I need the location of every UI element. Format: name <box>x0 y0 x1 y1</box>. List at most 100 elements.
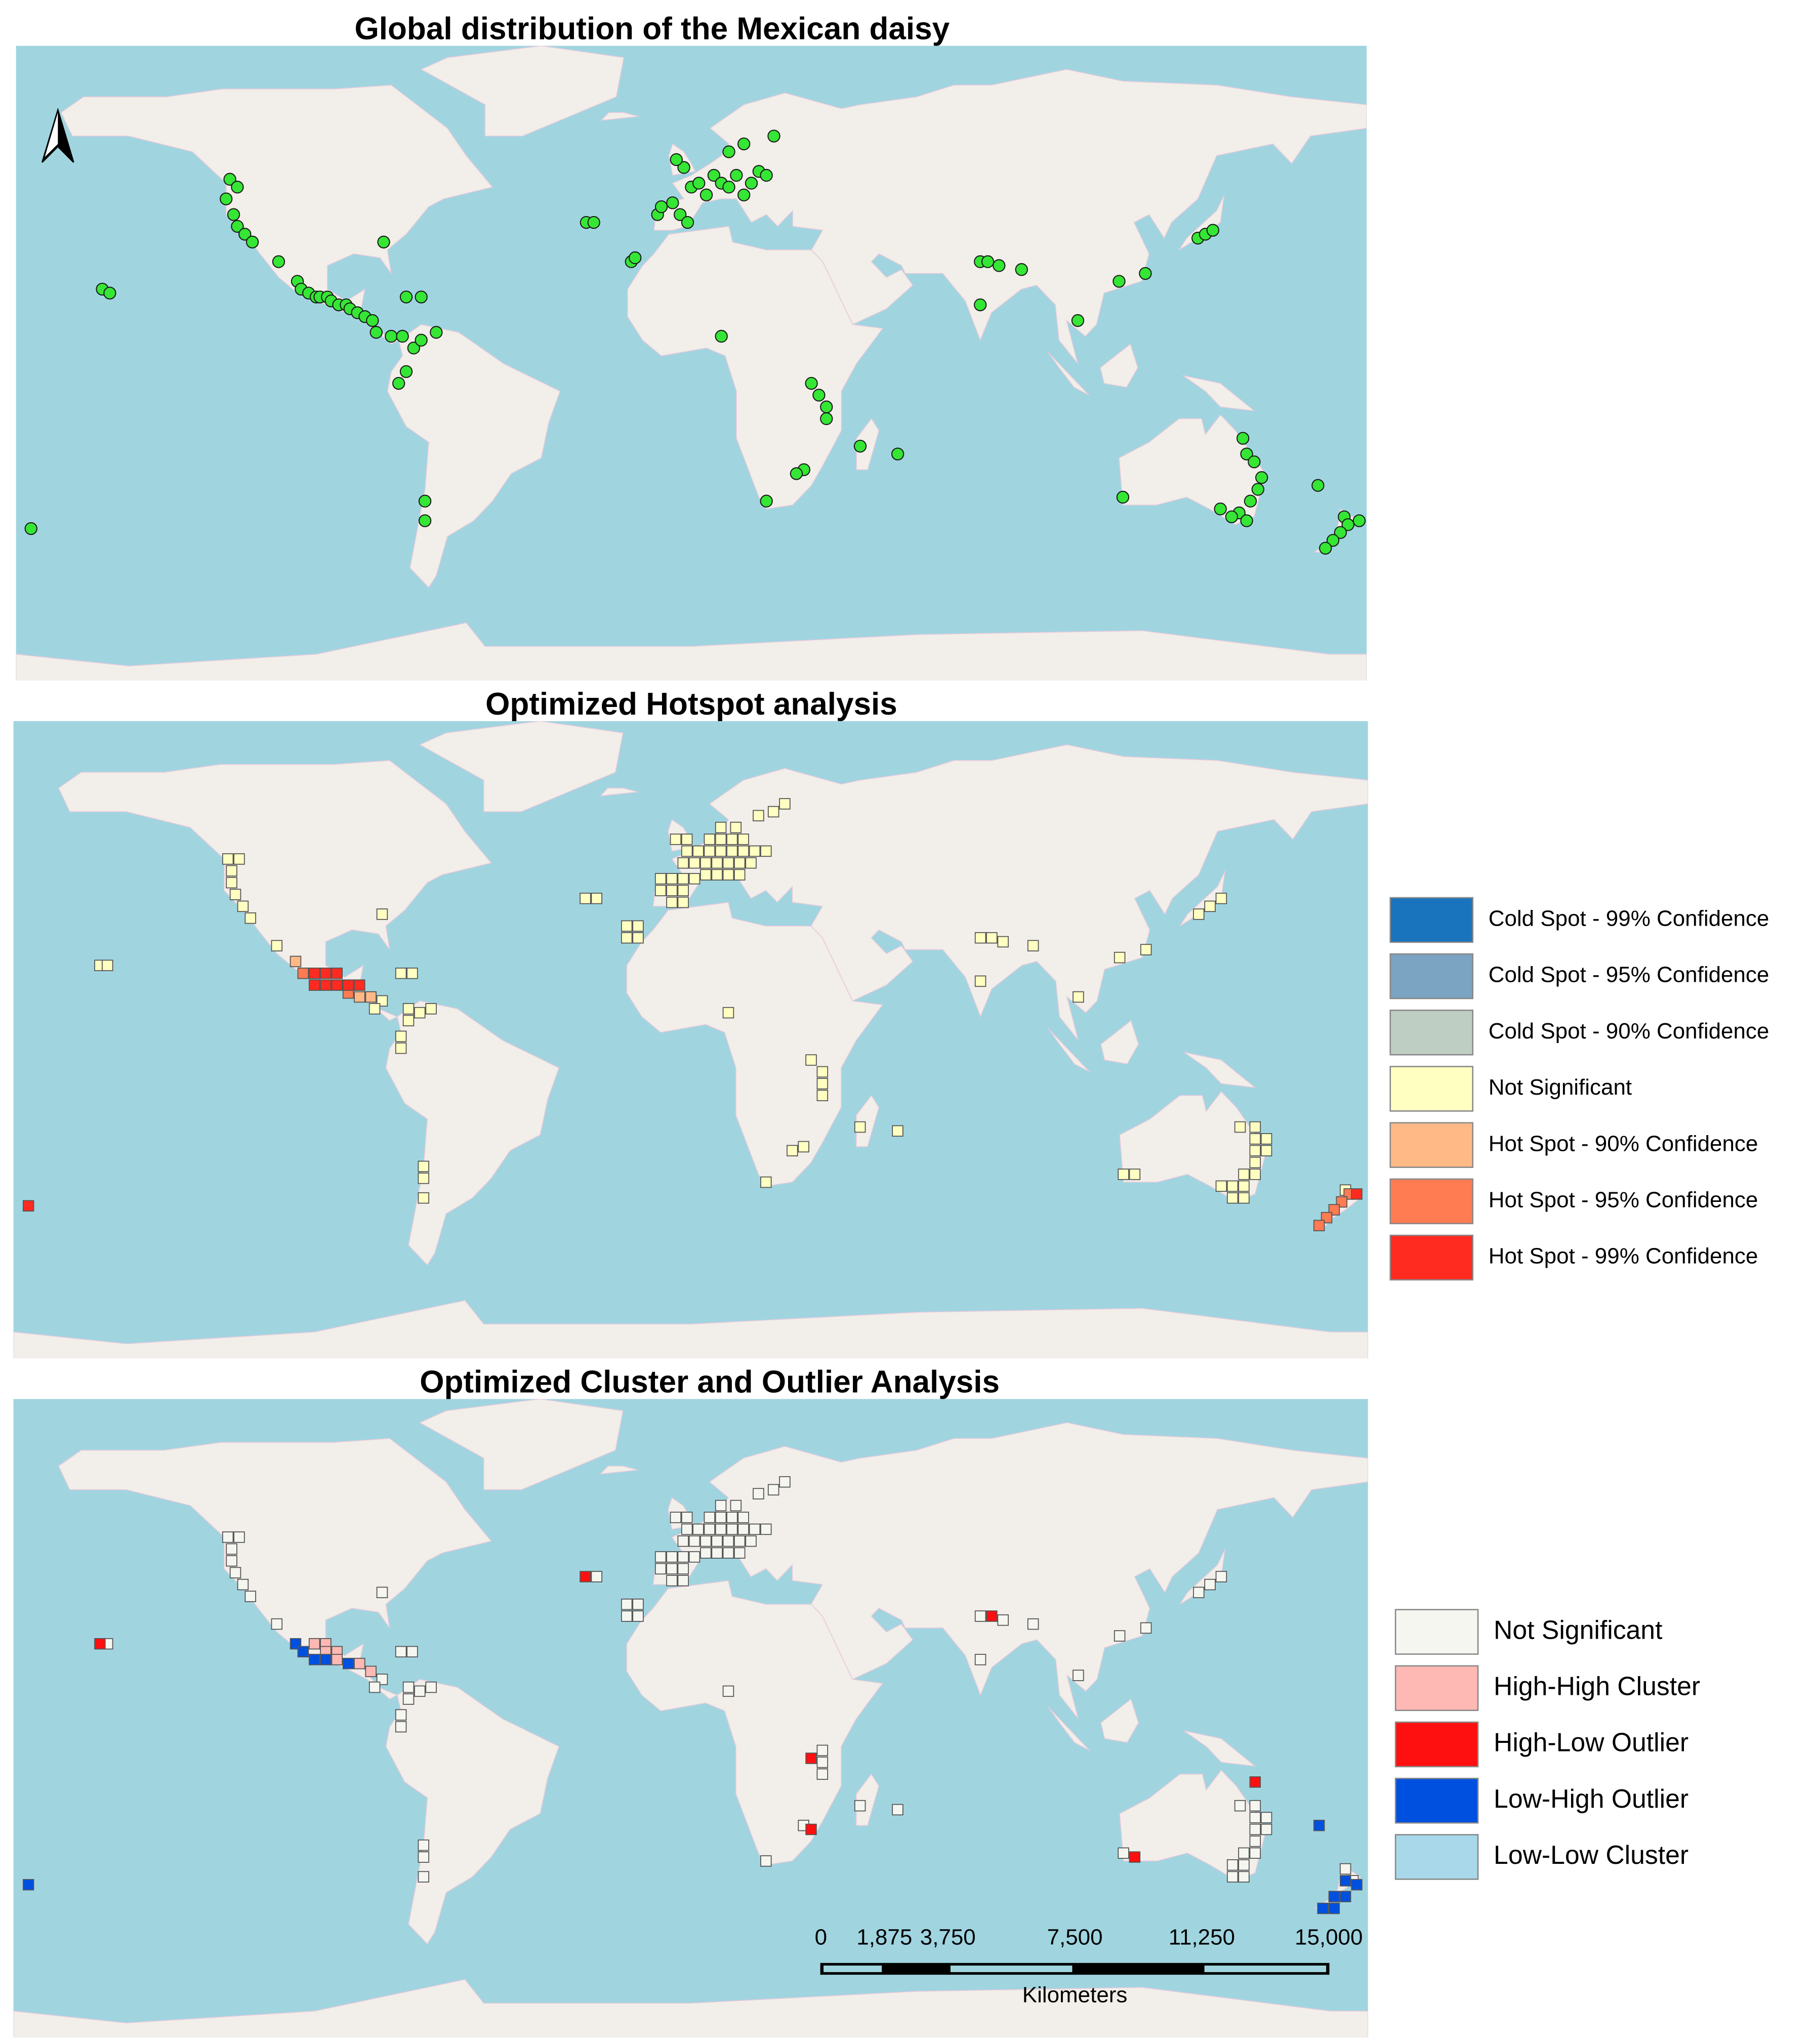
grid-cell <box>666 873 678 885</box>
occurrence-point <box>722 181 735 194</box>
grid-cell <box>414 1007 426 1019</box>
occurrence-point <box>681 216 694 229</box>
grid-cell <box>342 979 354 991</box>
grid-cell <box>670 833 682 845</box>
occurrence-point <box>1240 447 1253 461</box>
grid-cell <box>406 968 418 979</box>
grid-cell <box>1226 1180 1239 1192</box>
grid-cell <box>1260 1133 1272 1145</box>
occurrence-point <box>730 169 743 182</box>
panel-title: Optimized Hotspot analysis <box>485 687 897 722</box>
grid-cell <box>395 1709 407 1721</box>
grid-cell <box>816 1768 829 1780</box>
grid-cell <box>677 1535 689 1547</box>
occurrence-point <box>418 514 432 527</box>
grid-cell <box>715 833 727 845</box>
panel-title: Optimized Cluster and Outlier Analysis <box>420 1364 1000 1399</box>
grid-cell <box>722 857 734 869</box>
grid-cell <box>715 1523 727 1535</box>
legend-swatch <box>1389 953 1473 999</box>
grid-cell <box>666 896 678 908</box>
grid-cell <box>1226 1859 1239 1871</box>
grid-cell <box>1215 1180 1227 1192</box>
grid-cell <box>233 853 245 865</box>
occurrence-point <box>745 177 758 190</box>
grid-cell <box>711 1547 723 1559</box>
occurrence-point <box>1214 503 1227 516</box>
grid-cell <box>704 845 716 857</box>
grid-cell <box>654 885 667 896</box>
grid-cell <box>745 1535 757 1547</box>
occurrence-point <box>1071 314 1085 327</box>
grid-cell <box>974 932 986 944</box>
occurrence-point <box>1248 455 1261 469</box>
occurrence-point <box>891 447 904 461</box>
grid-cell <box>737 1512 749 1523</box>
grid-cell <box>681 833 693 845</box>
grid-cell <box>308 1654 320 1665</box>
legend-swatch <box>1394 1721 1479 1768</box>
grid-cell <box>997 1614 1009 1626</box>
grid-cell <box>102 960 113 971</box>
grid-cell <box>244 912 257 924</box>
grid-cell <box>229 889 241 900</box>
occurrence-point <box>666 196 679 210</box>
grid-cell <box>681 1512 693 1523</box>
land <box>627 226 884 510</box>
grid-cell <box>1238 1180 1250 1192</box>
legend-label: Cold Spot - 95% Confidence <box>1489 963 1769 987</box>
occurrence-point <box>1251 483 1264 496</box>
grid-cell <box>767 1484 779 1496</box>
grid-cell <box>1317 1902 1329 1914</box>
grid-cell <box>320 968 332 979</box>
grid-cell <box>677 1575 689 1587</box>
grid-cell <box>222 853 234 865</box>
grid-cell <box>974 975 986 987</box>
grid-cell <box>1328 1902 1340 1914</box>
grid-cell <box>711 869 723 881</box>
grid-cell <box>760 1176 772 1188</box>
grid-cell <box>342 1657 354 1670</box>
grid-cell <box>621 1610 633 1622</box>
occurrence-point <box>415 333 428 347</box>
legend-swatch <box>1394 1777 1479 1824</box>
grid-cell <box>1234 1800 1246 1812</box>
occurrence-point <box>1225 510 1239 523</box>
grid-cell <box>418 1192 430 1204</box>
grid-cell <box>688 1535 701 1547</box>
grid-cell <box>681 845 693 857</box>
occurrence-point <box>231 181 244 194</box>
grid-cell <box>737 845 749 857</box>
grid-cell <box>376 908 388 920</box>
map-panel <box>13 1399 1368 2038</box>
occurrence-point <box>1206 224 1219 237</box>
grid-cell <box>997 936 1009 948</box>
grid-cell <box>402 1681 415 1693</box>
land <box>1100 1020 1139 1065</box>
land <box>1100 343 1138 388</box>
grid-cell <box>395 1030 407 1042</box>
occurrence-point <box>715 329 728 343</box>
occurrence-point <box>820 412 833 426</box>
grid-cell <box>354 991 365 1003</box>
grid-cell <box>1339 1875 1351 1887</box>
occurrence-point <box>670 153 683 166</box>
grid-cell <box>816 1090 829 1101</box>
grid-cell <box>1328 1891 1340 1902</box>
grid-cell <box>722 1547 734 1559</box>
scale-tick-label: 11,250 <box>1169 1925 1235 1950</box>
scale-tick-label: 15,000 <box>1295 1925 1363 1950</box>
grid-cell <box>749 845 761 857</box>
grid-cell <box>779 1476 791 1488</box>
occurrence-point <box>369 326 383 339</box>
grid-cell <box>632 1598 644 1610</box>
grid-cell <box>892 1804 903 1816</box>
grid-cell <box>779 798 791 810</box>
occurrence-point <box>377 235 390 248</box>
legend-swatch <box>1394 1665 1479 1712</box>
occurrence-point <box>392 377 405 390</box>
grid-cell <box>621 1598 633 1610</box>
grid-cell <box>632 932 644 944</box>
legend-swatch <box>1389 1178 1473 1225</box>
